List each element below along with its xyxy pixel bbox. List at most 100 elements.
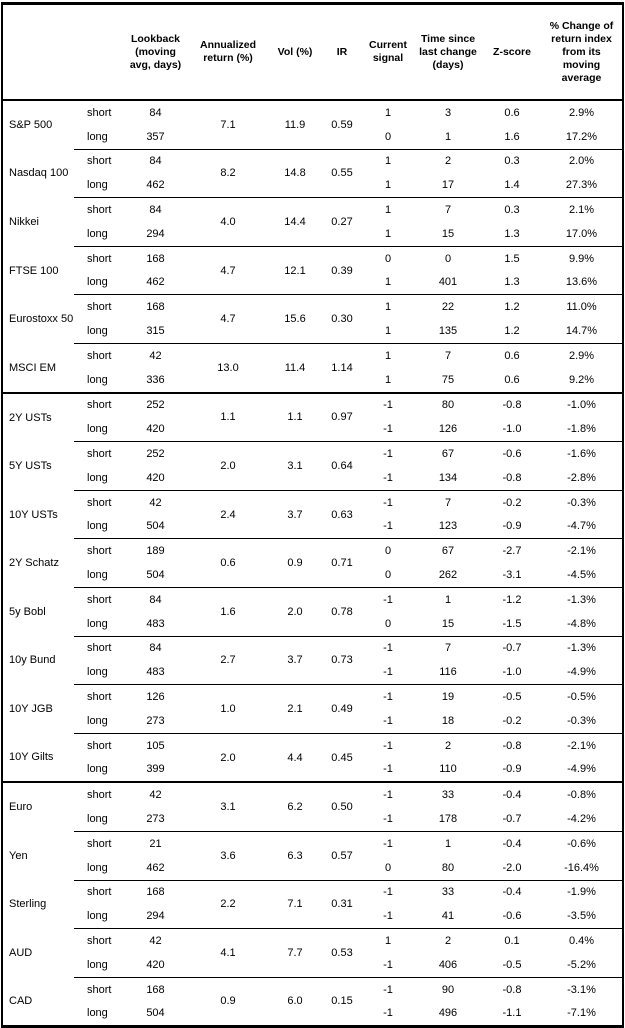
instrument-name: Sterling (9, 898, 47, 911)
z-score-value: -1.1 (502, 1007, 522, 1020)
current-signal-value: -1 (363, 976, 413, 1002)
annualized-return-value: 0.9 (187, 976, 269, 1027)
instrument-name: Yen (9, 849, 28, 862)
annualized-return-value: 0.6 (187, 538, 269, 588)
pct-change-value: -16.4% (564, 861, 599, 874)
instrument-group: Nikkei short 84 4.0 14.4 0.27 1 7 0.3 2.1% long 294… (2, 197, 623, 247)
vol-value: 3.1 (269, 441, 321, 491)
instrument-group: AUD short 42 4.1 7.7 0.53 1 2 0.1 0.4% long 420 -1 40… (2, 928, 623, 978)
current-signal-value: 0 (384, 861, 392, 874)
ir-value: 0.57 (321, 830, 363, 880)
z-score-value: 0.6 (483, 342, 541, 368)
current-signal-value: 1 (384, 325, 392, 338)
current-signal-value: -1 (363, 781, 413, 808)
pct-change-value: 2.1% (541, 197, 623, 222)
lookback-value: 504 (146, 569, 165, 582)
leg-label: long (87, 325, 108, 338)
table-row: long 357 0 1 1.6 17.2% (2, 125, 623, 149)
z-score-value: -0.4 (483, 879, 541, 905)
z-score-value: -0.6 (502, 910, 522, 923)
leg-label: short (74, 879, 124, 905)
pct-change-value: -4.9% (567, 763, 596, 776)
leg-label: short (74, 294, 124, 320)
annualized-return-value: 2.7 (187, 635, 269, 685)
pct-change-value: -4.9% (567, 666, 596, 679)
lookback-value: 84 (124, 197, 187, 222)
lookback-value: 42 (124, 342, 187, 368)
z-score-value: -0.4 (483, 781, 541, 808)
table-row: long 336 1 75 0.6 9.2% (2, 368, 623, 393)
z-score-value: -0.8 (483, 732, 541, 758)
z-score-value: 0.6 (504, 373, 520, 386)
annualized-return-value: 1.1 (187, 391, 269, 442)
pct-change-value: 2.9% (541, 342, 623, 368)
lookback-value: 84 (124, 148, 187, 174)
annualized-return-value: 13.0 (187, 342, 269, 393)
vol-value: 6.3 (269, 830, 321, 880)
instrument-group: 10y Bund short 84 2.7 3.7 0.73 -1 7 -0.7 -1.3% lon… (2, 635, 623, 685)
instrument-name: 10y Bund (9, 654, 56, 667)
current-signal-value: 0 (384, 130, 392, 143)
lookback-value: 462 (146, 179, 165, 192)
leg-label: short (74, 781, 124, 808)
time-since-change-value: 496 (438, 1007, 458, 1020)
ir-value: 0.49 (321, 684, 363, 734)
pct-change-value: 27.3% (565, 179, 598, 192)
header-annualized-return: Annualized return (%) (187, 3, 269, 101)
annualized-return-value: 4.1 (187, 928, 269, 978)
instrument-group: Eurostoxx 50 short 168 4.7 15.6 0.30 1 22 1.2 11.… (2, 294, 623, 344)
instrument-name: 5Y USTs (9, 459, 52, 472)
lookback-value: 294 (146, 227, 165, 240)
vol-value: 12.1 (269, 245, 321, 295)
current-signal-value: -1 (363, 489, 413, 515)
leg-label: long (87, 276, 108, 289)
ir-value: 0.53 (321, 928, 363, 978)
time-since-change-value: 15 (441, 617, 455, 630)
lookback-value: 399 (146, 763, 165, 776)
leg-label: short (74, 732, 124, 758)
instrument-group: 10Y Gilts short 105 2.0 4.4 0.45 -1 2 -0.8 -2.1% l… (2, 732, 623, 783)
lookback-value: 420 (146, 958, 165, 971)
vol-value: 11.4 (269, 342, 321, 393)
leg-label: long (87, 861, 108, 874)
current-signal-value: 1 (384, 106, 392, 119)
table-row: long 483 0 15 -1.5 -4.8% (2, 612, 623, 636)
z-score-value: -0.5 (502, 958, 522, 971)
ir-value: 1.14 (321, 342, 363, 393)
pct-change-value: 13.6% (565, 276, 598, 289)
instrument-group: Yen short 21 3.6 6.3 0.57 -1 1 -0.4 -0.6% long 462 0… (2, 830, 623, 880)
time-since-change-value: 1 (413, 586, 483, 612)
current-signal-value: 1 (363, 197, 413, 222)
leg-label: long (87, 471, 108, 484)
header-current-signal: Current signal (363, 3, 413, 101)
lookback-value: 84 (124, 586, 187, 612)
leg-label: short (74, 538, 124, 564)
current-signal-value: 0 (363, 245, 413, 271)
ir-value: 0.45 (321, 732, 363, 783)
leg-label: long (87, 373, 108, 386)
current-signal-value: -1 (383, 714, 393, 727)
pct-change-value: 0.4% (541, 928, 623, 953)
leg-label: long (87, 813, 108, 825)
table-row: Nasdaq 100 short 84 8.2 14.8 0.55 1 2 0.3 2.0% (2, 148, 623, 198)
pct-change-value: -7.1% (567, 1007, 596, 1020)
leg-label: long (87, 569, 108, 582)
z-score-value: -0.2 (502, 714, 522, 727)
current-signal-value: 1 (363, 342, 413, 368)
ir-value: 0.64 (321, 441, 363, 491)
table-row: Yen short 21 3.6 6.3 0.57 -1 1 -0.4 -0.6% (2, 830, 623, 880)
current-signal-value: 1 (384, 373, 392, 386)
table-row: long 504 -1 123 -0.9 -4.7% (2, 515, 623, 539)
pct-change-value: -0.5% (541, 684, 623, 709)
table-row: 5Y USTs short 252 2.0 3.1 0.64 -1 67 -0.6 -1.6% (2, 441, 623, 491)
pct-change-value: -1.3% (541, 635, 623, 661)
table-row: long 273 -1 18 -0.2 -0.3% (2, 709, 623, 733)
lookback-value: 105 (124, 732, 187, 758)
lookback-value: 294 (146, 910, 165, 923)
instrument-group: 10Y USTs short 42 2.4 3.7 0.63 -1 7 -0.2 -0.3% lon… (2, 489, 623, 539)
lookback-value: 483 (146, 617, 165, 630)
current-signal-value: 1 (384, 179, 392, 192)
pct-change-value: 9.9% (541, 245, 623, 271)
table-row: long 462 1 17 1.4 27.3% (2, 173, 623, 197)
